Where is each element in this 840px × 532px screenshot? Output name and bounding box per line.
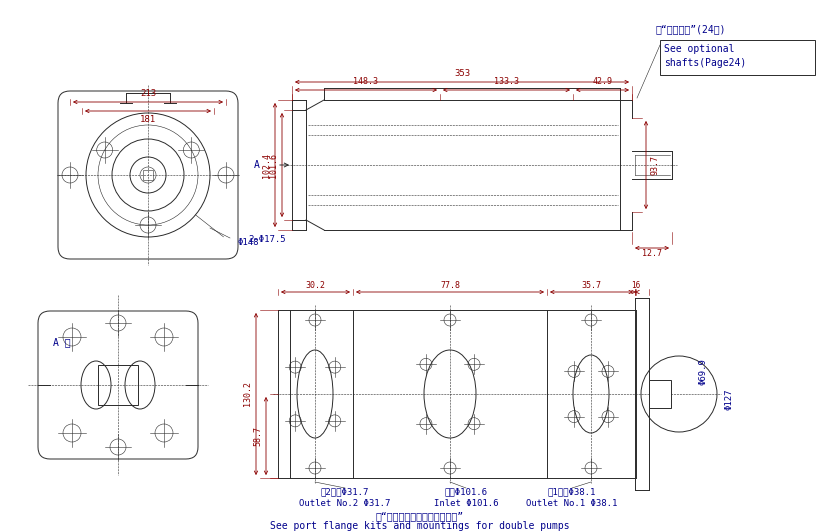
Text: 77.8: 77.8 [440,281,460,290]
Text: 42.9: 42.9 [592,77,612,86]
Text: 进口Φ101.6: 进口Φ101.6 [444,487,487,496]
Text: 353: 353 [454,69,470,78]
Text: See port flange kits and mountings for double pumps: See port flange kits and mountings for d… [270,521,570,531]
Text: A: A [255,160,260,170]
Text: 35.7: 35.7 [581,281,601,290]
Bar [649,380,671,408]
Text: 130.2: 130.2 [243,381,252,406]
Text: 2-Φ17.5: 2-Φ17.5 [248,236,286,245]
Text: 号1出口Φ38.1: 号1出口Φ38.1 [548,487,596,496]
Text: Outlet No.1 Φ38.1: Outlet No.1 Φ38.1 [527,498,617,508]
Text: 见“用于双联泵的油口法兰配件”: 见“用于双联泵的油口法兰配件” [376,511,464,521]
Text: 93.7: 93.7 [650,155,659,175]
Text: 16: 16 [631,281,640,290]
Text: 148.3: 148.3 [354,77,379,86]
Text: A 面: A 面 [53,337,71,347]
Text: 102.4: 102.4 [262,153,271,178]
Text: 213: 213 [140,89,156,98]
Text: 101.6: 101.6 [269,153,278,178]
Text: Outlet No.2 Φ31.7: Outlet No.2 Φ31.7 [299,498,391,508]
Bar [98,365,138,405]
Text: 30.2: 30.2 [306,281,326,290]
Text: Inlet Φ101.6: Inlet Φ101.6 [433,498,498,508]
Text: Φ127: Φ127 [725,388,734,410]
Bar [660,40,815,75]
Text: See optional: See optional [664,44,734,54]
Bar [143,170,153,180]
Text: 见“制选轴端”(24页): 见“制选轴端”(24页) [655,24,726,34]
Text: 号2出口Φ31.7: 号2出口Φ31.7 [321,487,370,496]
Text: Φ148: Φ148 [238,238,259,247]
Text: Φ69.9: Φ69.9 [699,359,707,386]
Text: shafts(Page24): shafts(Page24) [664,58,746,68]
Text: 12.7: 12.7 [642,248,662,257]
Text: 181: 181 [140,115,156,124]
Text: 58.7: 58.7 [253,426,262,446]
Text: 133.3: 133.3 [494,77,519,86]
